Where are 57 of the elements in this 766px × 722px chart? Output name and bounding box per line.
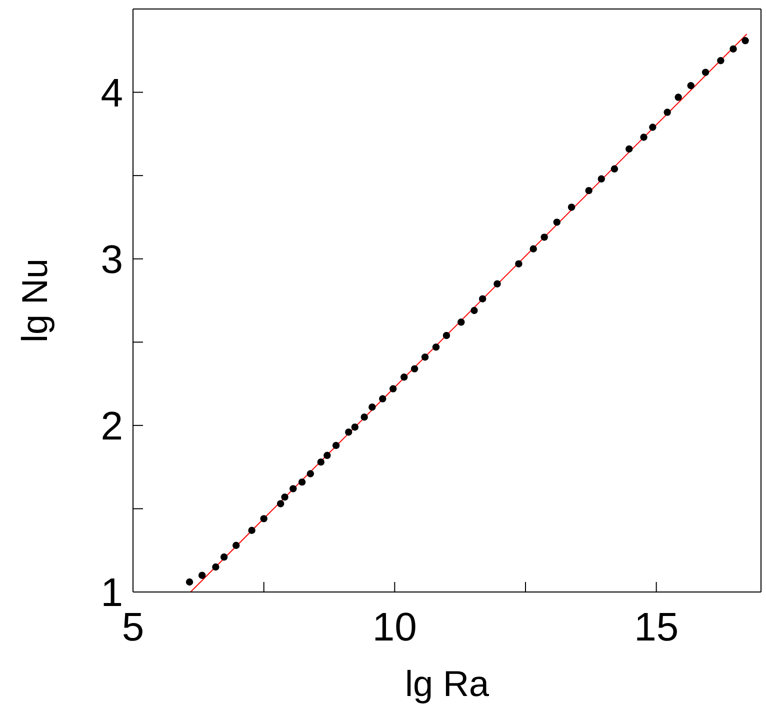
point bbox=[553, 218, 560, 226]
point bbox=[478, 295, 486, 302]
x-tick-label: 10 bbox=[372, 605, 417, 650]
x-tick-label: 15 bbox=[634, 605, 679, 650]
point bbox=[379, 395, 386, 402]
y-tick-label: 2 bbox=[100, 404, 123, 449]
point bbox=[702, 68, 710, 76]
point bbox=[186, 578, 194, 586]
point bbox=[674, 94, 682, 101]
point bbox=[351, 423, 358, 431]
point bbox=[389, 385, 397, 392]
point bbox=[198, 572, 206, 579]
point bbox=[260, 515, 268, 522]
point bbox=[368, 404, 376, 411]
x-axis-title: lg Ra bbox=[404, 663, 490, 704]
point bbox=[317, 458, 324, 466]
point bbox=[687, 82, 694, 90]
point bbox=[598, 175, 605, 183]
point bbox=[248, 526, 256, 534]
point bbox=[494, 280, 501, 288]
point bbox=[610, 165, 618, 173]
point bbox=[306, 470, 314, 478]
point bbox=[540, 234, 548, 241]
y-tick-label: 4 bbox=[100, 71, 123, 116]
point bbox=[360, 414, 368, 421]
point bbox=[232, 542, 240, 549]
point bbox=[276, 500, 284, 508]
point bbox=[530, 245, 537, 252]
point bbox=[458, 318, 465, 326]
point bbox=[585, 186, 592, 194]
point bbox=[324, 452, 331, 460]
point bbox=[421, 354, 429, 361]
point bbox=[442, 332, 450, 340]
point bbox=[212, 563, 220, 571]
point bbox=[730, 45, 737, 53]
point bbox=[649, 124, 656, 131]
point bbox=[298, 478, 306, 486]
point bbox=[332, 442, 340, 450]
point bbox=[410, 365, 418, 372]
point bbox=[717, 57, 724, 64]
y-tick-label: 1 bbox=[100, 571, 123, 616]
point bbox=[515, 260, 522, 268]
y-axis-title: lg Nu bbox=[14, 258, 55, 343]
y-tick-label: 3 bbox=[100, 238, 123, 282]
point bbox=[290, 485, 297, 492]
point bbox=[470, 306, 478, 314]
point bbox=[640, 134, 648, 141]
point bbox=[742, 37, 749, 44]
point bbox=[345, 428, 352, 436]
point bbox=[626, 145, 633, 153]
point bbox=[664, 108, 671, 116]
point bbox=[400, 374, 408, 381]
point bbox=[432, 344, 440, 351]
point bbox=[281, 493, 288, 501]
point bbox=[568, 204, 576, 211]
x-tick-label: 5 bbox=[122, 605, 144, 650]
point bbox=[220, 553, 228, 561]
